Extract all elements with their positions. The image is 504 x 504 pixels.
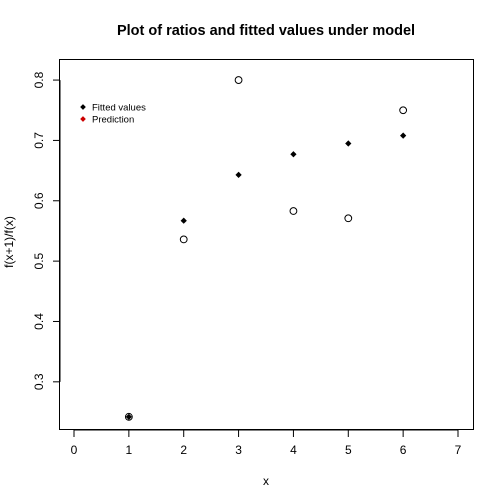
x-tick-label: 6 (400, 443, 407, 457)
legend-marker (80, 104, 86, 110)
legend-label: Prediction (92, 115, 134, 126)
y-tick-label: 0.7 (32, 132, 46, 149)
observed-point (289, 207, 298, 215)
observed-point (179, 235, 188, 244)
observed-point (234, 76, 243, 84)
fitted-point (290, 151, 297, 158)
chart-title: Plot of ratios and fitted values under m… (117, 23, 415, 39)
legend-label: Fitted values (92, 103, 146, 114)
y-axis-label: f(x+1)/f(x) (2, 216, 16, 268)
observed-point (399, 106, 408, 115)
x-tick-label: 7 (455, 443, 462, 457)
fitted-point (125, 413, 132, 420)
fitted-point (180, 217, 187, 224)
x-axis-label: x (263, 474, 269, 488)
data-points (124, 76, 408, 421)
y-tick-label: 0.6 (32, 192, 46, 209)
fitted-point (400, 132, 407, 139)
x-tick-label: 3 (235, 443, 242, 457)
y-tick-label: 0.8 (32, 71, 46, 88)
y-tick-label: 0.4 (32, 313, 46, 330)
y-tick-label: 0.5 (32, 252, 46, 269)
legend-marker (80, 116, 86, 122)
observed-point (344, 214, 353, 223)
x-tick-label: 4 (290, 443, 297, 457)
y-axis: 0.3 0.4 0.5 0.6 0.7 0.8 (32, 71, 61, 390)
fitted-point (235, 171, 242, 178)
x-tick-label: 0 (71, 443, 78, 457)
y-tick-label: 0.3 (32, 373, 46, 390)
x-axis: 0 1 2 3 4 5 6 7 (71, 429, 462, 457)
fitted-point (345, 140, 352, 147)
x-tick-label: 2 (180, 443, 187, 457)
observed-point (124, 412, 133, 421)
x-tick-label: 1 (126, 443, 133, 457)
x-tick-label: 5 (345, 443, 352, 457)
